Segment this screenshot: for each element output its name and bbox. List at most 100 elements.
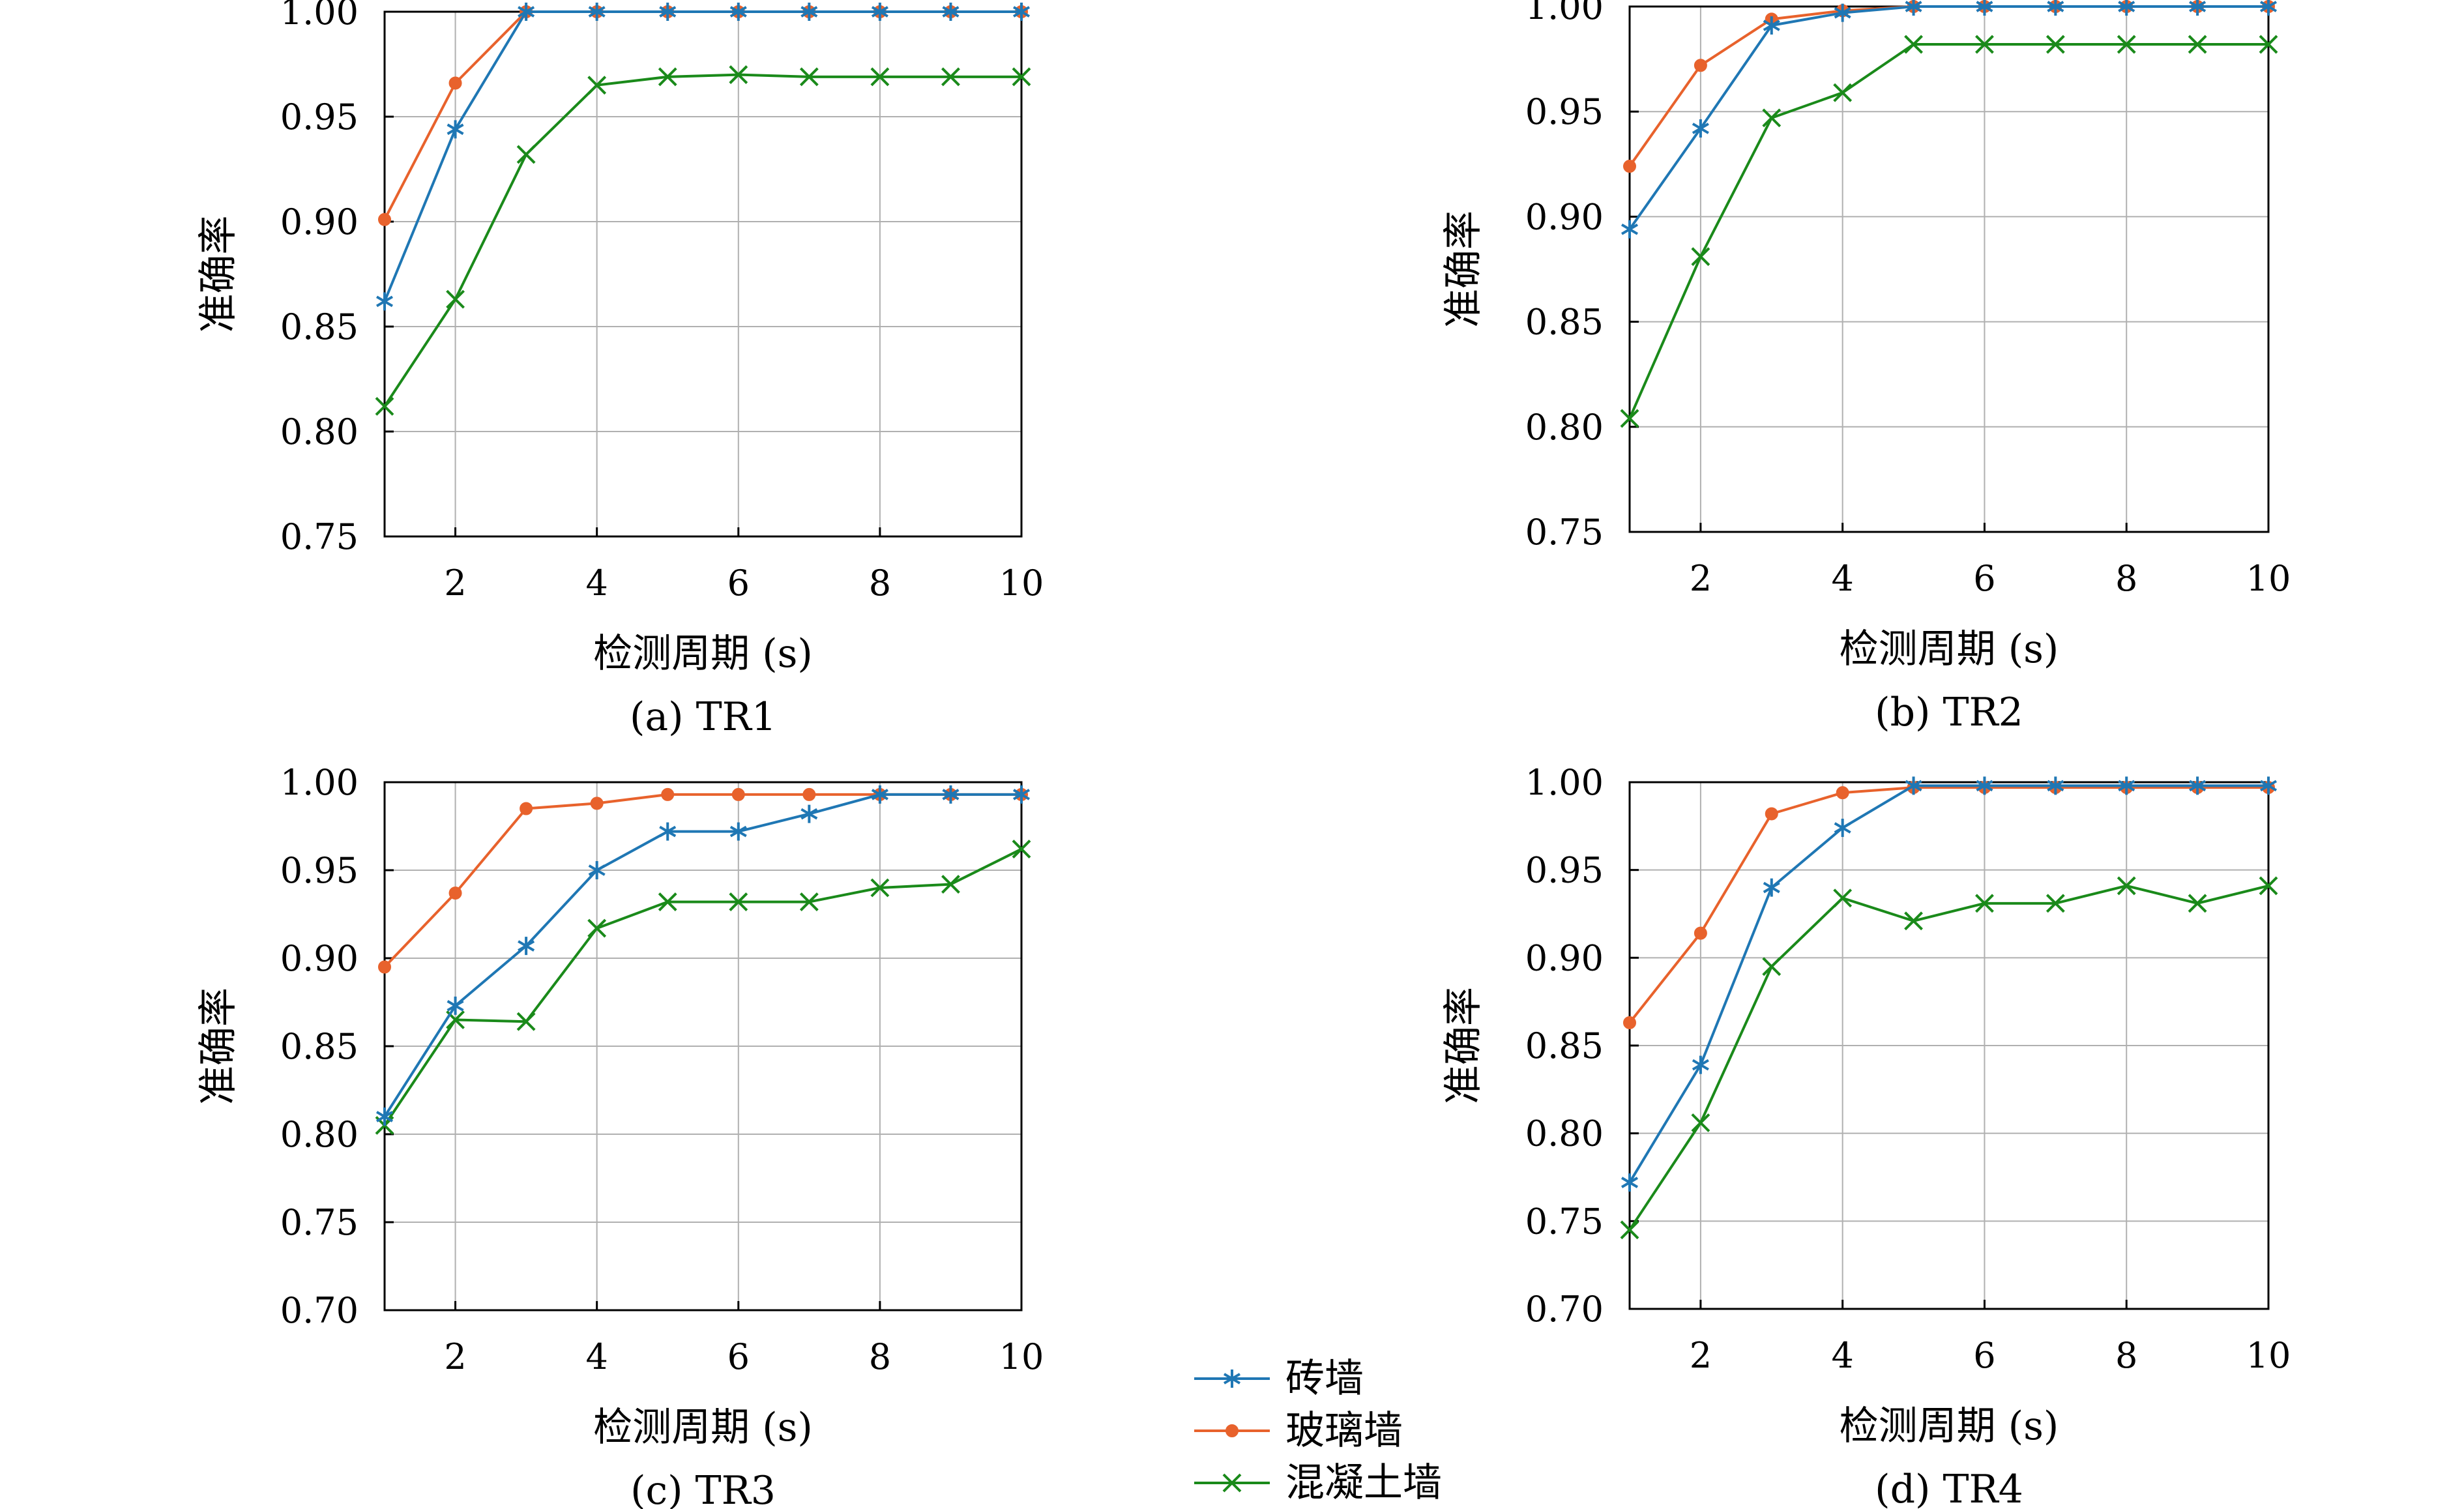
series-line [383,10,1021,220]
data-point [2259,35,2278,54]
x-tick-label: 4 [1831,558,1853,599]
data-point-asterisk [447,120,464,139]
series-line [1628,784,2268,1184]
chart-tr1: 2 4 6 8 10 0.75 0.80 0.85 0.90 0.95 1.00 检测周期 (s) 准确… [196,0,1044,740]
data-point-asterisk [375,292,394,311]
data-point [1975,35,1994,54]
y-tick-label: 0.80 [280,1114,359,1155]
data-point-x [2046,894,2065,913]
data-point-x [1762,957,1782,976]
data-point-dot [520,802,533,815]
data-point [2259,876,2278,896]
data-point [446,289,465,309]
data-point [1834,3,1851,22]
panel-caption: (b) TR2 [1875,690,2023,735]
data-point-dot [590,797,604,810]
y-tick-label: 0.95 [1525,91,1604,132]
x-ticks-tr2: 2 4 6 8 10 [1690,523,2291,599]
x-axis-label: 检测周期 (s) [1840,626,2059,672]
data-point [1976,776,1993,795]
data-point [1904,911,1923,931]
data-point-asterisk [1834,3,1851,22]
data-point-x [516,1012,536,1031]
data-point-asterisk [2047,776,2064,795]
y-tick-label: 0.85 [280,306,359,347]
x-ticks-tr1: 2 4 6 8 10 [444,527,1044,604]
data-point-dot [1694,926,1707,940]
data-point [1012,67,1031,87]
chart-tr4: 2 4 6 8 10 0.70 0.75 0.80 0.85 0.90 0.95 1.00 检测周期 (… [1441,762,2291,1509]
data-point-asterisk [659,3,677,21]
data-point-x [1904,35,1923,54]
grid-tr3 [385,782,1022,1311]
y-tick-label: 1.00 [1525,0,1604,27]
data-point [588,861,606,879]
data-point [1836,786,1849,800]
data-point-x [1975,894,1994,913]
data-point-x [2117,35,2136,54]
data-point-x [1904,911,1923,931]
data-point [871,785,888,804]
data-point [375,396,394,416]
data-point [661,787,675,801]
y-tick-label: 1.00 [280,762,359,803]
data-point-x [2259,35,2278,54]
data-point [729,3,747,21]
y-tick-label: 0.75 [280,516,359,557]
data-point-dot [378,212,391,226]
data-point [1975,894,1994,913]
data-point [2188,35,2207,54]
data-point-asterisk [800,804,818,823]
data-point [375,1107,394,1126]
y-tick-label: 0.85 [280,1026,359,1067]
data-point-asterisk [2259,776,2278,795]
y-tick-label: 0.70 [280,1290,359,1331]
y-tick-label: 1.00 [280,0,359,33]
x-tick-label: 10 [2246,558,2291,599]
grid-tr2 [1630,6,2269,533]
data-point-asterisk [729,822,747,841]
data-point-asterisk [1621,1173,1639,1192]
data-point-asterisk [1692,119,1709,138]
legend-marker-dot [1225,1424,1239,1437]
x-tick-label: 2 [1690,558,1712,599]
data-point-x [729,892,748,912]
data-point-x [729,65,748,85]
data-point-x [2188,894,2207,913]
data-point [518,3,535,21]
data-point [800,3,818,21]
legend-label: 混凝土墙 [1285,1460,1442,1506]
series-tr1-2 [375,65,1031,416]
data-point [1765,807,1778,821]
y-ticks-tr1: 0.75 0.80 0.85 0.90 0.95 1.00 [280,0,394,557]
data-point [2259,0,2278,16]
x-tick-label: 8 [2115,558,2137,599]
x-tick-label: 2 [1690,1335,1712,1376]
series-tr1-1 [378,5,1028,226]
y-tick-label: 0.90 [280,201,359,242]
y-tick-label: 0.95 [280,96,359,138]
data-point [1692,1055,1709,1074]
data-point [658,67,677,87]
data-point-asterisk [1834,819,1851,838]
data-point [1623,1016,1636,1029]
x-tick-label: 6 [727,1336,750,1377]
data-point-x [658,892,677,912]
series-line [1628,5,2268,168]
data-point [1763,16,1780,35]
data-point [1762,108,1782,128]
series-line [1628,43,2268,419]
data-point [1012,840,1031,859]
data-point [729,65,748,85]
x-tick-label: 10 [999,563,1044,604]
x-axis-label: 检测周期 (s) [1840,1403,2059,1449]
data-point-asterisk [1976,776,1993,795]
y-ticks-tr4: 0.70 0.75 0.80 0.85 0.90 0.95 1.00 [1525,762,1639,1330]
data-point [587,76,607,95]
data-point-x [1975,35,1994,54]
data-point-x [1833,888,1853,908]
data-point-x [2117,876,2136,896]
grid-tr4 [1630,782,2269,1310]
series-tr4-0 [1621,776,2278,1192]
series-tr4-1 [1623,781,2275,1029]
